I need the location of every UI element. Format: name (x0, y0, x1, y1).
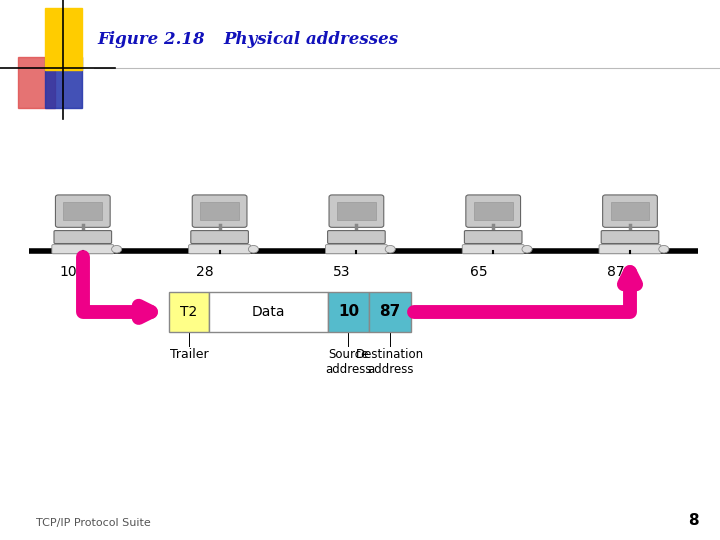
FancyBboxPatch shape (55, 195, 110, 227)
Text: 65: 65 (470, 265, 487, 279)
Bar (611, 202, 649, 220)
FancyBboxPatch shape (189, 245, 251, 254)
Text: 87: 87 (607, 265, 624, 279)
FancyBboxPatch shape (464, 231, 522, 244)
FancyBboxPatch shape (325, 245, 387, 254)
Text: T2: T2 (181, 305, 197, 319)
FancyBboxPatch shape (601, 231, 659, 244)
FancyBboxPatch shape (329, 195, 384, 227)
Bar (169, 292, 209, 332)
FancyBboxPatch shape (599, 245, 661, 254)
Circle shape (659, 246, 669, 253)
Circle shape (385, 246, 395, 253)
Bar (337, 202, 376, 220)
FancyBboxPatch shape (466, 195, 521, 227)
Text: 8: 8 (688, 513, 698, 528)
FancyBboxPatch shape (52, 245, 114, 254)
Text: Data: Data (251, 305, 285, 319)
Text: 28: 28 (197, 265, 214, 279)
Circle shape (522, 246, 532, 253)
Bar (369, 292, 411, 332)
Bar (45, 8, 82, 70)
Bar (209, 292, 328, 332)
FancyBboxPatch shape (603, 195, 657, 227)
Text: 53: 53 (333, 265, 351, 279)
Text: Trailer: Trailer (170, 348, 208, 361)
Bar (18, 57, 55, 108)
Text: Source
address: Source address (325, 348, 372, 376)
Text: Physical addresses: Physical addresses (223, 31, 398, 48)
FancyBboxPatch shape (462, 245, 524, 254)
Text: 87: 87 (379, 305, 401, 319)
Bar (63, 202, 102, 220)
FancyBboxPatch shape (191, 231, 248, 244)
Circle shape (248, 246, 258, 253)
Text: 10: 10 (338, 305, 359, 319)
Text: TCP/IP Protocol Suite: TCP/IP Protocol Suite (36, 518, 150, 528)
Text: Figure 2.18: Figure 2.18 (97, 31, 204, 48)
Bar (45, 57, 82, 108)
FancyBboxPatch shape (192, 195, 247, 227)
Text: Destination
address: Destination address (356, 348, 424, 376)
Circle shape (112, 246, 122, 253)
Bar (200, 202, 239, 220)
Text: 10: 10 (60, 265, 77, 279)
FancyBboxPatch shape (54, 231, 112, 244)
FancyBboxPatch shape (328, 231, 385, 244)
Bar (328, 292, 369, 332)
Bar (474, 202, 513, 220)
